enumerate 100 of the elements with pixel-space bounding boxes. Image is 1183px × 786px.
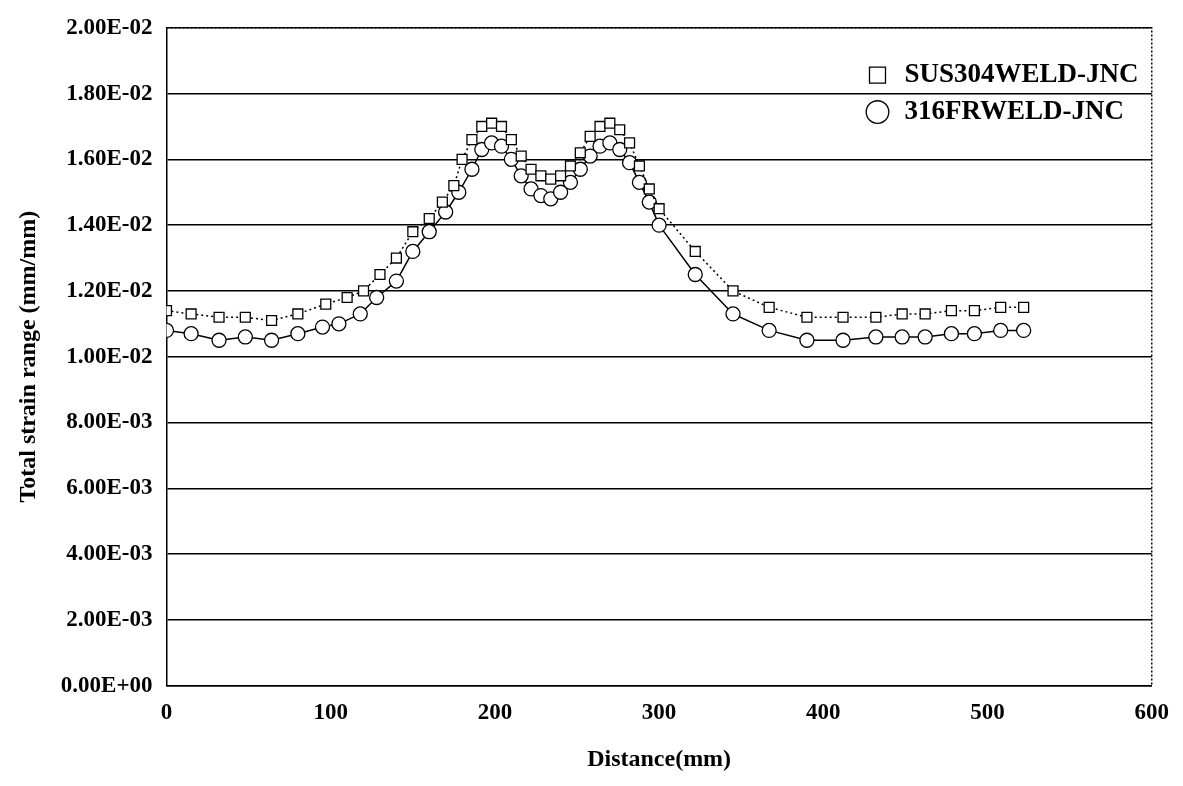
point (290, 326, 306, 342)
x-tick-label: 0 (160, 699, 173, 725)
y-tick-label: 1.80E-02 (66, 79, 153, 105)
point (837, 311, 849, 323)
x-tick-label: 100 (313, 699, 348, 725)
point (237, 329, 253, 345)
point (374, 268, 386, 281)
y-tick-label: 1.00E-02 (66, 342, 153, 368)
x-axis-title: Distance(mm) (587, 744, 732, 771)
point (423, 212, 435, 225)
point (993, 322, 1009, 339)
x-tick-label: 200 (477, 699, 513, 725)
point (643, 183, 655, 195)
point (604, 117, 616, 129)
point (341, 291, 353, 304)
y-tick-label: 6.00E-03 (66, 474, 153, 500)
point (265, 314, 278, 327)
y-axis-title: Total strain range (mm/mm) (13, 210, 40, 503)
point (995, 301, 1007, 313)
point (835, 332, 851, 348)
y-tick-label: 1.20E-02 (66, 276, 153, 302)
point (799, 332, 815, 348)
point (584, 130, 596, 142)
point (407, 226, 419, 238)
y-tick-label: 4.00E-03 (66, 539, 153, 565)
point (594, 120, 606, 133)
y-tick-label: 2.00E-02 (66, 13, 153, 39)
point (641, 194, 657, 210)
point (239, 311, 251, 323)
y-tick-label: 1.60E-02 (66, 145, 153, 171)
point (388, 273, 405, 289)
point (292, 308, 304, 320)
point (476, 120, 488, 133)
x-tick-label: 600 (1134, 699, 1169, 725)
point (185, 308, 197, 320)
point (357, 285, 370, 297)
x-tick-label: 400 (806, 699, 841, 725)
legend-label: 316FRWELD-JNC (904, 95, 1125, 126)
point (545, 173, 557, 185)
point (535, 170, 547, 182)
point (525, 163, 537, 175)
point (896, 308, 908, 320)
point (331, 316, 347, 332)
point (1016, 322, 1032, 339)
point (689, 245, 701, 258)
legend-label: SUS304WELD-JNC (904, 58, 1139, 89)
point (612, 141, 628, 158)
point (725, 306, 741, 322)
point (421, 224, 437, 240)
point (761, 322, 777, 339)
point (486, 117, 498, 129)
point (614, 124, 626, 136)
point (436, 196, 448, 208)
point (564, 160, 577, 172)
point (505, 134, 517, 146)
point (263, 332, 280, 348)
point (651, 217, 667, 233)
point (687, 266, 703, 283)
point (763, 301, 775, 313)
point (513, 168, 529, 184)
point (552, 184, 569, 200)
x-tick-label: 500 (970, 699, 1005, 725)
y-tick-label: 8.00E-03 (66, 408, 153, 434)
point (405, 243, 421, 260)
y-tick-label: 2.00E-03 (66, 605, 153, 631)
point (183, 326, 199, 342)
y-tick-label: 1.40E-02 (66, 211, 153, 237)
point (801, 311, 813, 323)
point (1018, 301, 1030, 313)
point (919, 308, 931, 320)
point (894, 329, 910, 345)
point (213, 311, 225, 323)
point (945, 305, 958, 317)
point (314, 319, 331, 335)
point (633, 160, 646, 172)
point (555, 170, 567, 182)
point (495, 120, 508, 133)
point (966, 326, 983, 342)
point (493, 138, 510, 154)
point (390, 252, 402, 264)
point (352, 306, 368, 322)
point (320, 298, 332, 310)
point (574, 147, 586, 159)
point (562, 174, 579, 191)
point (456, 153, 468, 165)
point (466, 134, 478, 146)
point (653, 203, 665, 215)
point (727, 285, 739, 297)
point (631, 174, 648, 191)
x-tick-label: 300 (641, 699, 677, 725)
point (870, 311, 882, 323)
point (448, 180, 460, 192)
point (968, 305, 980, 317)
point (917, 329, 933, 345)
point (464, 161, 480, 177)
y-tick-label: 0.00E+00 (60, 671, 153, 697)
point (369, 289, 385, 306)
point (943, 326, 960, 342)
point (623, 137, 636, 149)
point (515, 150, 527, 162)
